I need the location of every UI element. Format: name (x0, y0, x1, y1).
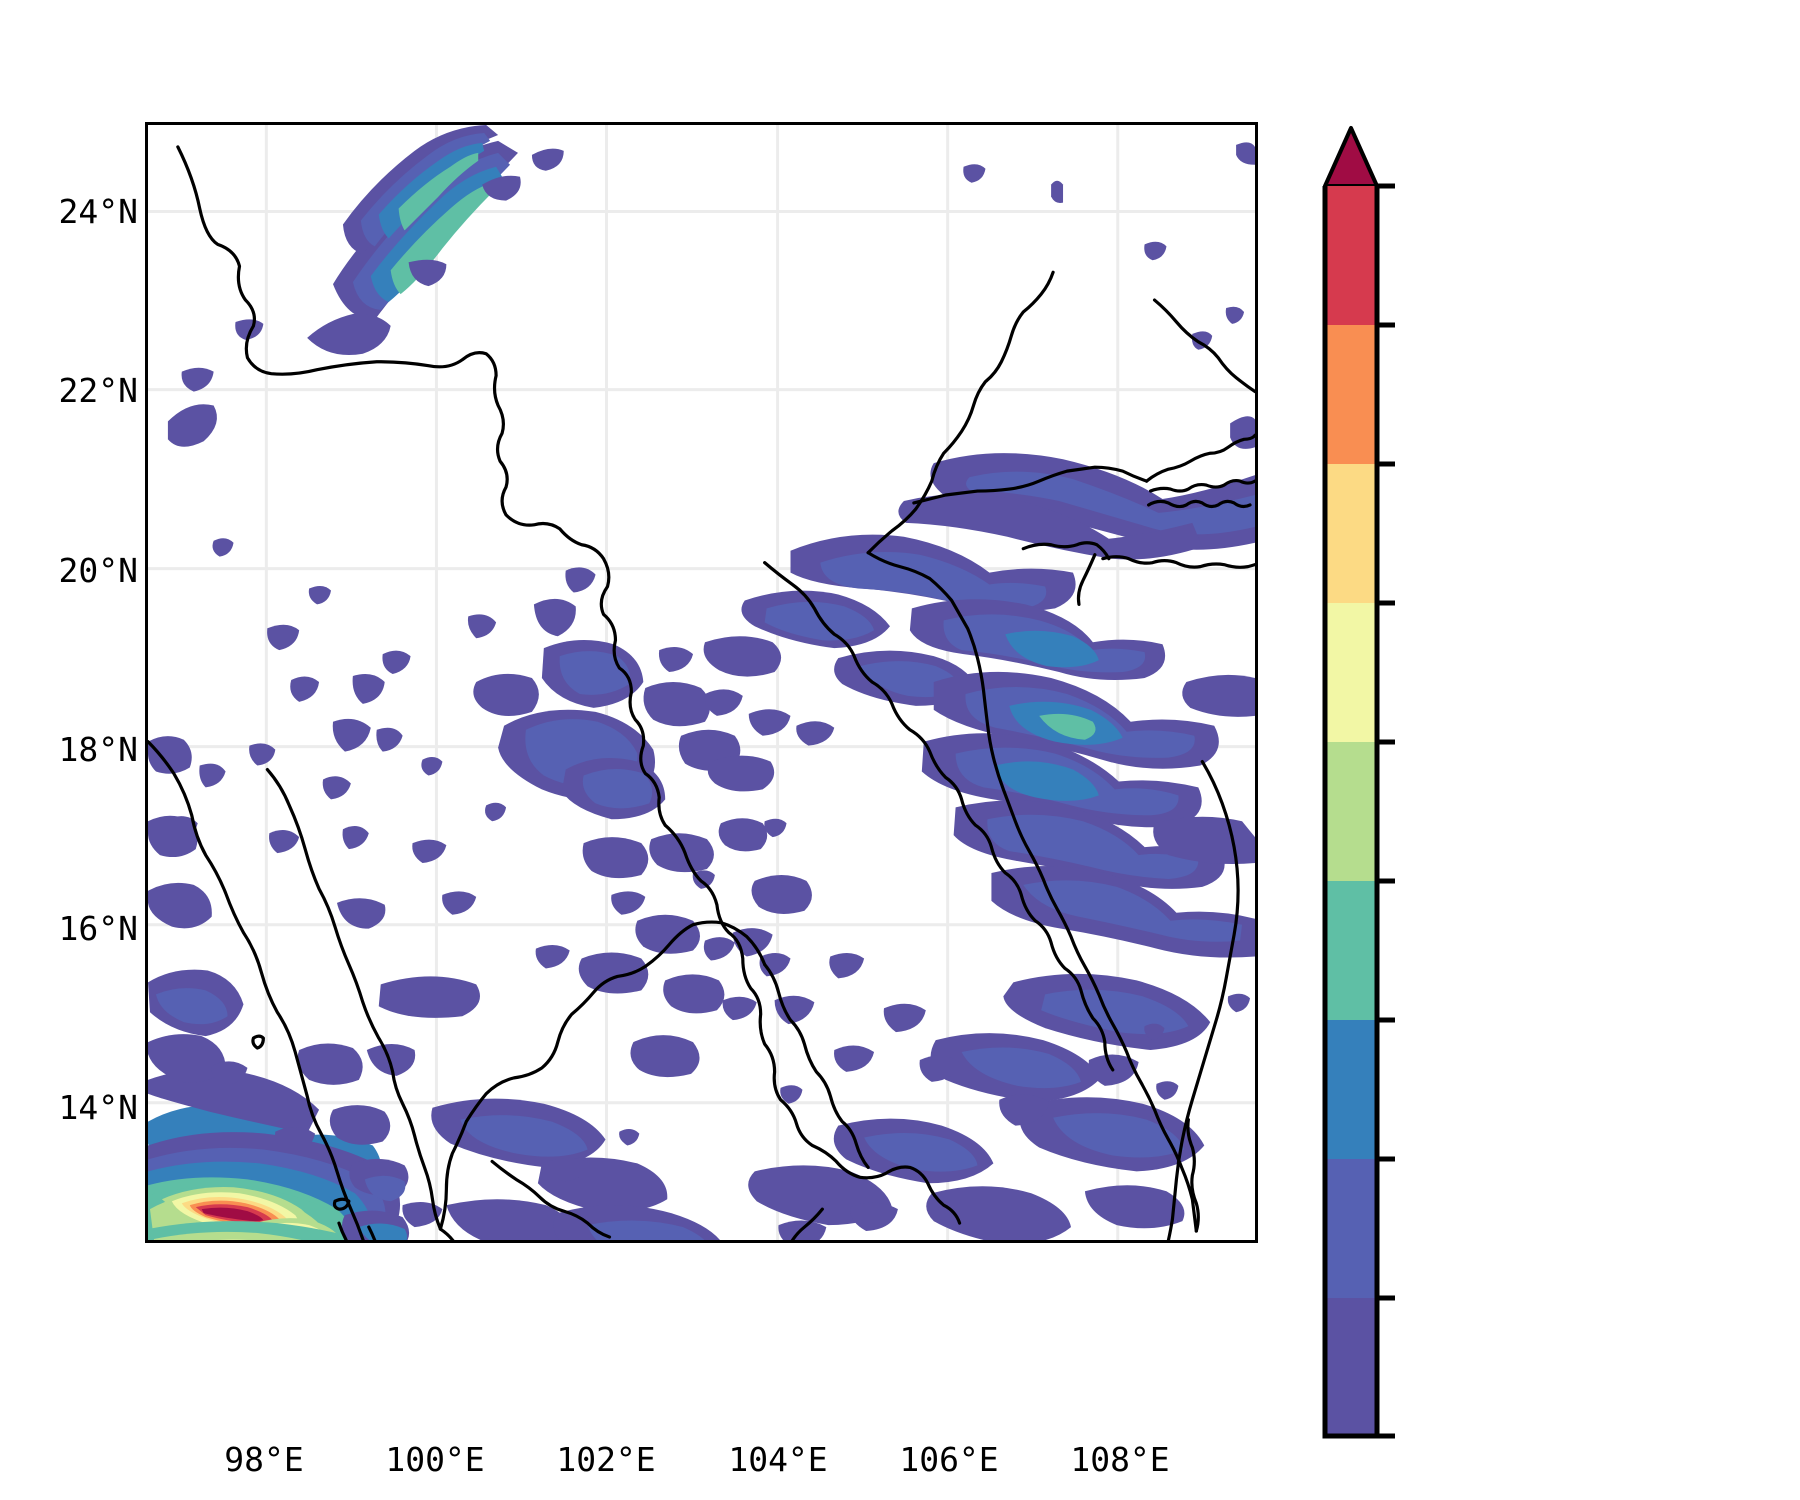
map-plot-area: .c1{fill:#5b52a3}.c2{fill:#5661b3}.c3{fi… (148, 125, 1255, 1240)
colorbar-swatches (1322, 126, 1395, 1439)
colorbar[interactable]: 150 120 100 80 60 40 20 10 5 2 (1322, 126, 1395, 1440)
xtick-label: 102°E (556, 1440, 656, 1479)
coastline-border-layer (148, 145, 1255, 1240)
ytick-label: 16°N (58, 909, 138, 948)
ytick-label: 22°N (58, 371, 138, 410)
ytick-label: 18°N (58, 730, 138, 769)
xtick-label: 98°E (224, 1440, 304, 1479)
xtick-label: 108°E (1070, 1440, 1170, 1479)
xtick-label: 100°E (385, 1440, 485, 1479)
xtick-label: 106°E (899, 1440, 999, 1479)
rainfall-contour-layer: .c1{fill:#5b52a3}.c2{fill:#5661b3}.c3{fi… (148, 125, 1255, 1240)
ytick-label: 24°N (58, 192, 138, 231)
rainfall-bands (148, 125, 1255, 1240)
ytick-label: 14°N (58, 1088, 138, 1127)
map-axes[interactable]: .c1{fill:#5b52a3}.c2{fill:#5661b3}.c3{fi… (145, 122, 1258, 1243)
ytick-label: 20°N (58, 551, 138, 590)
xtick-label: 104°E (728, 1440, 828, 1479)
